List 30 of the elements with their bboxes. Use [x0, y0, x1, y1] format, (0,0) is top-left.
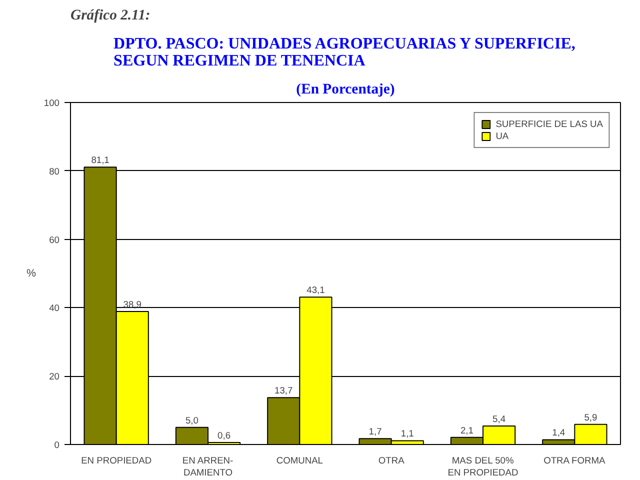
data-label: 5,9: [584, 412, 598, 422]
y-tick-label: 40: [49, 303, 60, 314]
x-tick-label: EN ARREN- DAMIENTO: [182, 456, 234, 478]
y-axis-title: %: [26, 268, 36, 280]
y-tick-label: 0: [54, 440, 60, 450]
data-label: 81,1: [91, 155, 110, 166]
chart-subtitle: (En Porcentaje): [296, 82, 395, 98]
data-label: 38,9: [123, 299, 142, 310]
legend-label: UA: [496, 131, 510, 141]
legend-label: SUPERFICIE DE LAS UA: [496, 119, 603, 129]
data-label: 1,4: [552, 428, 566, 438]
data-label: 5,0: [185, 415, 198, 426]
chart-title: DPTO. PASCO: UNIDADES AGROPECUARIAS Y SUPERFICIE, SEGUN REGIMEN DE TENENCIA: [114, 36, 576, 70]
data-label: 1,1: [400, 428, 414, 439]
x-tick-label: MAS DEL 50% EN PROPIEDAD: [448, 456, 519, 478]
data-label: 13,7: [274, 386, 293, 396]
text: Gráfico 2.11:: [70, 8, 150, 24]
data-label: 0,6: [218, 430, 231, 440]
y-tick-label: 100: [44, 98, 60, 108]
data-label: 1,7: [368, 426, 382, 437]
y-tick-label: 80: [49, 166, 60, 176]
y-tick-label: 20: [49, 372, 60, 382]
data-label: 43,1: [306, 285, 325, 296]
data-label: 5,4: [492, 414, 506, 424]
x-tick-label: OTRA: [378, 456, 406, 466]
x-tick-label: COMUNAL: [276, 456, 323, 466]
x-tick-label: OTRA FORMA: [544, 456, 606, 466]
data-label: 2,1: [460, 425, 474, 436]
y-tick-label: 60: [49, 234, 60, 245]
x-tick-label: EN PROPIEDAD: [81, 456, 152, 466]
